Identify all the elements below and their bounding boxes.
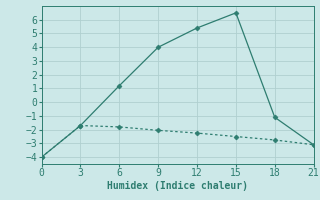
X-axis label: Humidex (Indice chaleur): Humidex (Indice chaleur) bbox=[107, 181, 248, 191]
